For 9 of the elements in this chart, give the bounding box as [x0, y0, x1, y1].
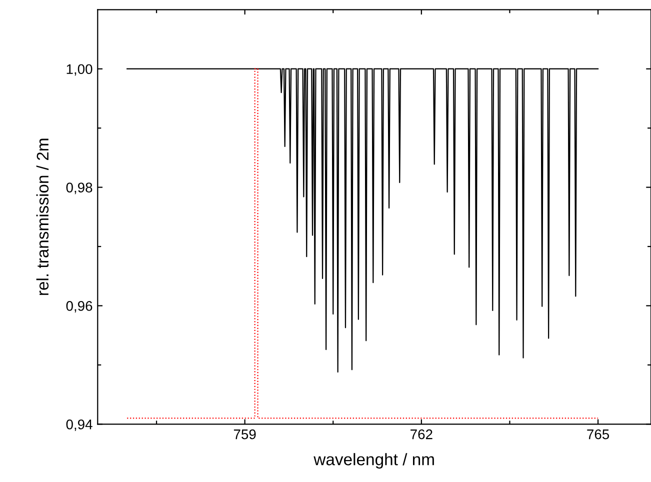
y-tick-label: 1,00	[66, 64, 92, 76]
y-axis-title: rel. transmission / 2m	[36, 138, 49, 295]
x-axis-title: wavelenght / nm	[314, 453, 434, 469]
x-tick-label: 759	[234, 429, 256, 440]
y-tick-label: 0,94	[66, 419, 92, 431]
x-tick-label: 762	[410, 429, 432, 440]
y-tick-label: 0,96	[66, 301, 92, 313]
x-tick-label: 765	[587, 429, 610, 440]
y-tick-label: 0,98	[66, 182, 92, 194]
